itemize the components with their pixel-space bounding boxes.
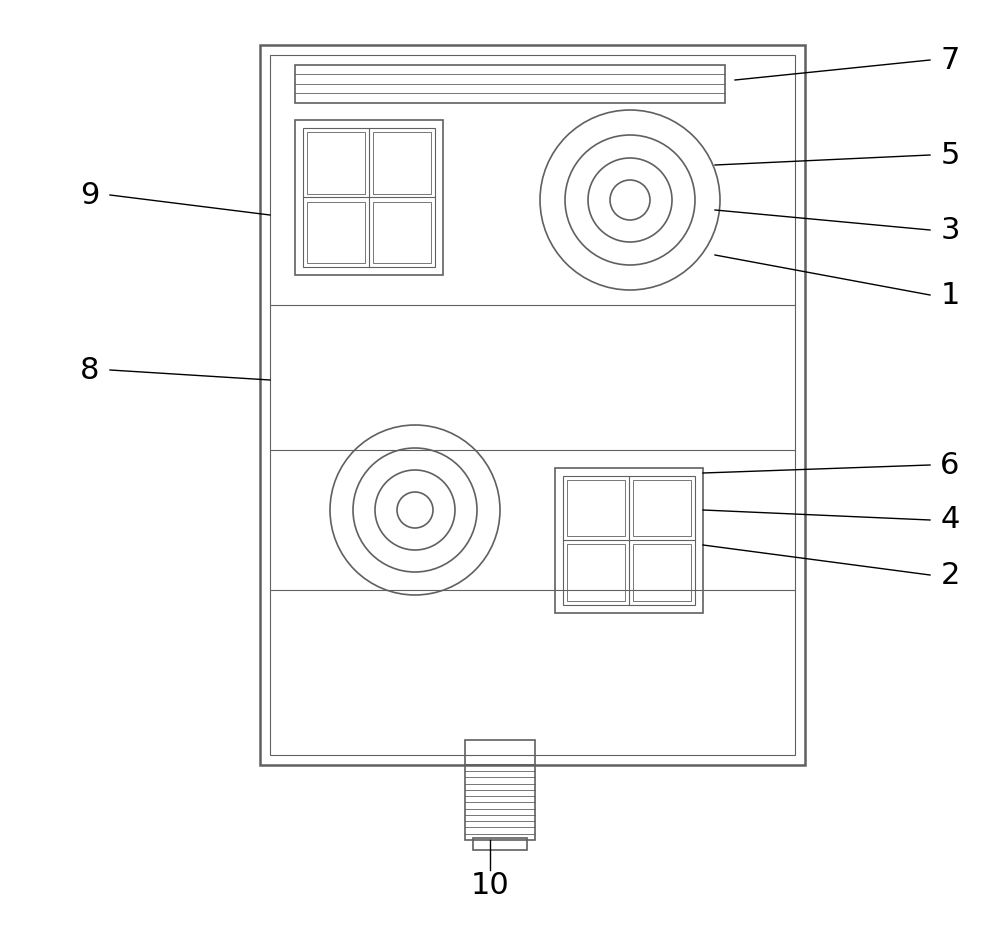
Bar: [373, 202, 431, 263]
Bar: [303, 128, 435, 267]
Text: 3: 3: [940, 216, 960, 245]
Bar: [307, 202, 365, 263]
Bar: [295, 65, 725, 103]
Bar: [260, 45, 805, 765]
Bar: [555, 468, 703, 613]
Text: 7: 7: [940, 46, 960, 74]
Text: 5: 5: [940, 141, 960, 170]
Bar: [465, 740, 535, 765]
Text: 10: 10: [471, 870, 509, 900]
Text: 1: 1: [940, 280, 960, 310]
Text: 8: 8: [80, 356, 100, 385]
Bar: [473, 838, 527, 850]
Bar: [373, 132, 431, 193]
Bar: [567, 480, 625, 537]
Bar: [633, 480, 691, 537]
Bar: [563, 476, 695, 605]
Text: 4: 4: [940, 506, 960, 535]
Bar: [270, 55, 795, 755]
Bar: [465, 765, 535, 840]
Bar: [307, 132, 365, 193]
Bar: [295, 120, 443, 275]
Text: 2: 2: [940, 561, 960, 589]
Text: 9: 9: [80, 180, 100, 209]
Bar: [633, 544, 691, 601]
Bar: [567, 544, 625, 601]
Text: 6: 6: [940, 450, 960, 479]
